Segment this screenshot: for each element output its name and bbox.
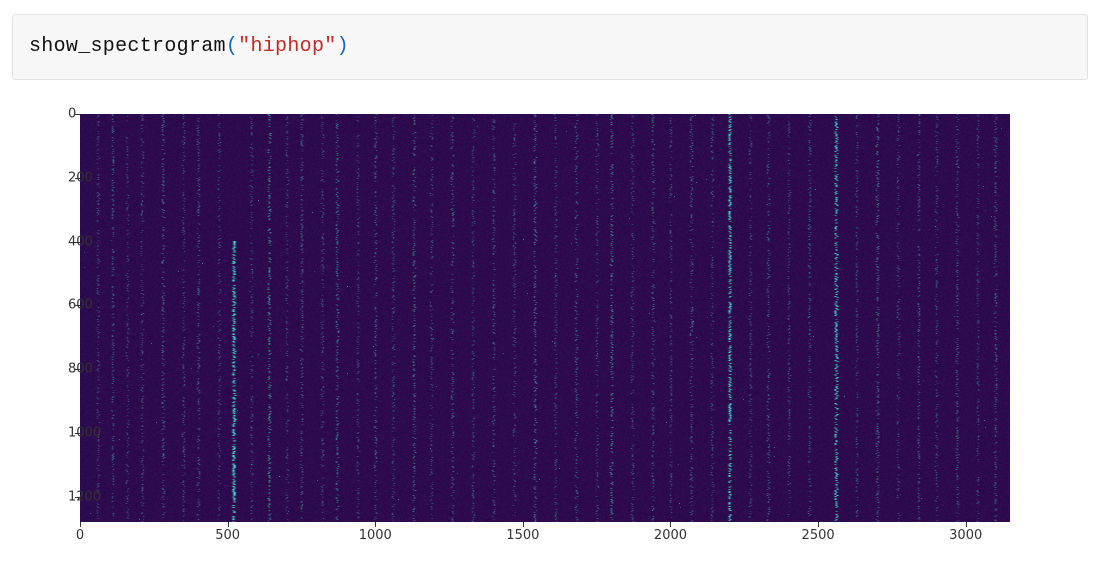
- y-tick-label: 400: [68, 234, 74, 249]
- y-tick-label: 1000: [68, 425, 74, 440]
- x-tick-mark: [80, 522, 81, 527]
- y-tick-label: 800: [68, 362, 74, 377]
- x-tick-mark: [523, 522, 524, 527]
- y-tick-mark: [75, 433, 80, 434]
- spectrogram-chart: 0200400600800100012000500100015002000250…: [26, 106, 1036, 551]
- y-tick-mark: [75, 242, 80, 243]
- x-tick-mark: [670, 522, 671, 527]
- code-cell[interactable]: show_spectrogram("hiphop"): [12, 14, 1088, 80]
- x-tick-mark: [375, 522, 376, 527]
- code-function-name: show_spectrogram: [29, 35, 226, 58]
- x-tick-mark: [818, 522, 819, 527]
- y-tick-mark: [75, 114, 80, 115]
- notebook-page: { "code_cell": { "function_name": "show_…: [0, 0, 1100, 564]
- code-string-arg: "hiphop": [238, 35, 336, 58]
- y-tick-label: 600: [68, 298, 74, 313]
- y-tick-mark: [75, 369, 80, 370]
- output-cell: 0200400600800100012000500100015002000250…: [12, 106, 1088, 551]
- y-tick-mark: [75, 178, 80, 179]
- y-tick-mark: [75, 497, 80, 498]
- plot-area: [80, 114, 1010, 522]
- code-open-paren: (: [226, 35, 238, 58]
- y-tick-label: 200: [68, 170, 74, 185]
- code-close-paren: ): [337, 35, 349, 58]
- x-tick-mark: [966, 522, 967, 527]
- y-tick-mark: [75, 305, 80, 306]
- x-tick-mark: [228, 522, 229, 527]
- y-tick-label: 0: [68, 107, 74, 122]
- spectrogram-canvas: [80, 114, 1010, 522]
- y-tick-label: 1200: [68, 489, 74, 504]
